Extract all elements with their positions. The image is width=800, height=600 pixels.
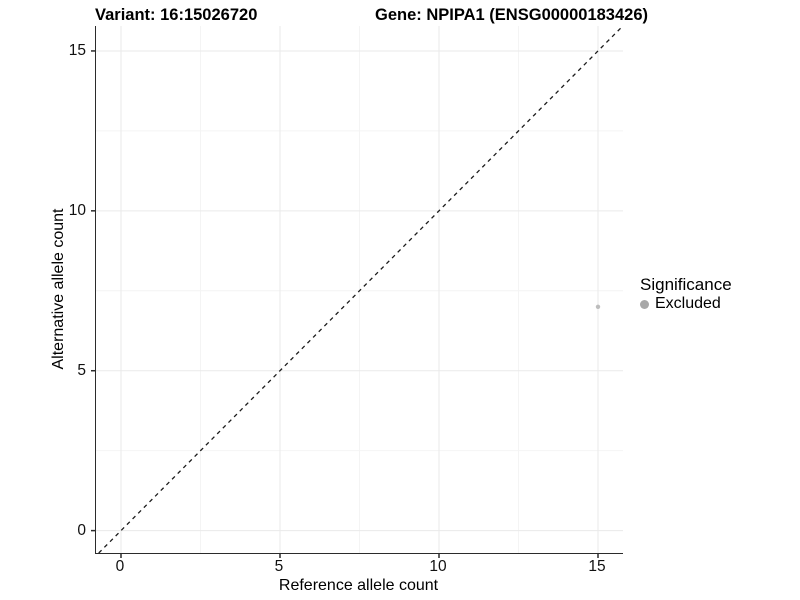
variant-title: Variant: 16:15026720 [95,6,258,24]
legend: Significance Excluded [640,275,732,313]
x-axis-title: Reference allele count [278,577,439,594]
x-tick-label: 15 [588,558,606,575]
y-tick-label: 0 [77,521,86,539]
legend-item-label: Excluded [655,295,721,312]
x-tick-label: 5 [274,558,284,575]
y-tick-label: 5 [77,361,86,379]
y-tick-label: 10 [68,201,86,219]
data-point [595,304,601,309]
x-tick-label: 10 [429,558,447,575]
y-tick-label: 15 [68,41,86,59]
legend-title: Significance [640,275,732,294]
plot-panel [91,25,624,558]
identity-line [98,25,624,554]
plot-svg [91,25,624,558]
legend-item-excluded: Excluded [640,295,732,313]
y-axis-title: Alternative allele count [50,208,67,370]
gene-title: Gene: NPIPA1 (ENSG00000183426) [375,6,648,24]
x-tick-label: 0 [115,558,125,575]
legend-point-icon [640,299,649,309]
